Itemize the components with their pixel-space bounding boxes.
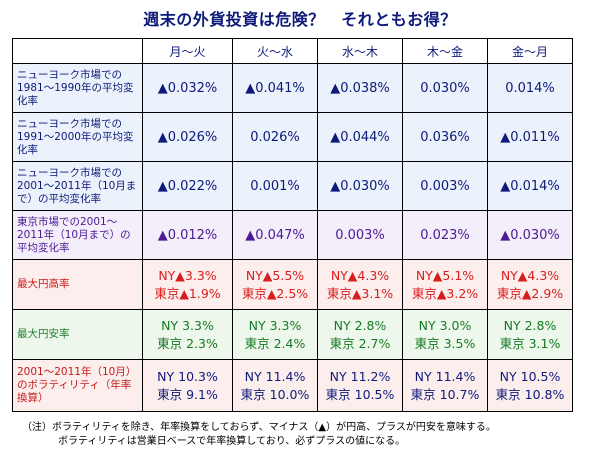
value-cell: NY 2.8% 東京 3.1% <box>487 309 573 360</box>
value-cell: 0.036% <box>402 112 488 162</box>
table-row: 最大円安率 NY 3.3% 東京 2.3% NY 3.3% 東京 2.4% NY 2… <box>12 309 573 360</box>
value-cell: NY▲4.3% 東京▲2.9% <box>487 259 573 310</box>
value-cell: ▲0.032% <box>142 63 233 113</box>
tokyo-value: 東京 3.5% <box>414 335 476 351</box>
ny-value: NY 11.2% <box>329 368 391 384</box>
value-cell: NY 11.4% 東京 10.7% <box>402 359 488 412</box>
tokyo-value: 東京▲3.2% <box>411 285 479 301</box>
value-cell: NY 2.8% 東京 2.7% <box>317 309 403 360</box>
table-row: 東京市場での2001～2011年（10月まで）の平均変化率 ▲0.012% ▲0… <box>12 210 573 260</box>
table-row: 2001～2011年（10月）のボラティリティ（年率換算） NY 10.3% 東京… <box>12 359 573 412</box>
row-label: ニューヨーク市場での1981～1990年の平均変化率 <box>12 63 143 113</box>
tokyo-value: 東京 10.5% <box>325 386 395 402</box>
value-cell: ▲0.022% <box>142 161 233 211</box>
tokyo-value: 東京 10.7% <box>410 386 480 402</box>
ny-value: NY 3.3% <box>248 317 302 333</box>
value-cell: NY 3.3% 東京 2.3% <box>142 309 233 360</box>
page-title: 週末の外貨投資は危険？ それともお得？ <box>143 10 457 29</box>
value-cell: NY▲4.3% 東京▲3.1% <box>317 259 403 310</box>
footnote-2: ボラティリティは営業日ベースで年率換算しており、必ずプラスの値になる。 <box>58 436 406 447</box>
tokyo-value: 東京▲1.9% <box>154 285 221 301</box>
tokyo-value: 東京▲2.9% <box>496 285 564 301</box>
ny-value: NY 11.4% <box>414 368 476 384</box>
value-cell: ▲0.044% <box>317 112 403 162</box>
header-cell-corner <box>12 38 143 64</box>
value-cell: ▲0.026% <box>142 112 233 162</box>
row-label: ニューヨーク市場での2001～2011年（10月まで）の平均変化率 <box>12 161 143 211</box>
tokyo-value: 東京 10.0% <box>240 386 310 402</box>
table-row: ニューヨーク市場での1991～2000年の平均変化率 ▲0.026% 0.026… <box>12 112 573 162</box>
ny-value: NY▲4.3% <box>330 267 390 283</box>
table-header-row: 月～火 火～水 水～木 木～金 金～月 <box>12 38 573 64</box>
ny-value: NY 11.4% <box>244 368 306 384</box>
table-row: ニューヨーク市場での1981～1990年の平均変化率 ▲0.032% ▲0.04… <box>12 63 573 113</box>
header-cell-wed-thu: 水～木 <box>317 38 403 64</box>
value-cell: ▲0.038% <box>317 63 403 113</box>
footnote-1: （注）ボラティリティを除き、年率換算をしておらず、マイナス（▲）が円高、プラスが… <box>22 422 496 433</box>
ny-value: NY▲4.3% <box>500 267 560 283</box>
value-cell: NY▲3.3% 東京▲1.9% <box>142 259 233 310</box>
ny-value: NY▲3.3% <box>158 267 217 283</box>
ny-value: NY 2.8% <box>503 317 557 333</box>
row-label: ニューヨーク市場での1991～2000年の平均変化率 <box>12 112 143 162</box>
header-cell-fri-mon: 金～月 <box>487 38 573 64</box>
value-cell: ▲0.014% <box>487 161 573 211</box>
tokyo-value: 東京 2.7% <box>329 335 391 351</box>
value-cell: NY 10.3% 東京 9.1% <box>142 359 233 412</box>
value-cell: 0.023% <box>402 210 488 260</box>
ny-value: NY 3.3% <box>161 317 214 333</box>
value-cell: NY 3.0% 東京 3.5% <box>402 309 488 360</box>
value-cell: 0.003% <box>402 161 488 211</box>
ny-value: NY 2.8% <box>333 317 387 333</box>
tokyo-value: 東京 10.8% <box>495 386 565 402</box>
row-label: 最大円高率 <box>12 259 143 310</box>
header-cell-tue-wed: 火～水 <box>232 38 318 64</box>
ny-value: NY 10.5% <box>499 368 561 384</box>
tokyo-value: 東京▲2.5% <box>241 285 309 301</box>
value-cell: ▲0.030% <box>317 161 403 211</box>
value-cell: 0.014% <box>487 63 573 113</box>
tokyo-value: 東京▲3.1% <box>326 285 394 301</box>
value-cell: ▲0.030% <box>487 210 573 260</box>
value-cell: ▲0.011% <box>487 112 573 162</box>
value-cell: 0.026% <box>232 112 318 162</box>
tokyo-value: 東京 2.4% <box>244 335 306 351</box>
ny-value: NY▲5.5% <box>245 267 305 283</box>
header-cell-mon-tue: 月～火 <box>142 38 233 64</box>
row-label: 2001～2011年（10月）のボラティリティ（年率換算） <box>12 359 143 412</box>
value-cell: NY▲5.1% 東京▲3.2% <box>402 259 488 310</box>
value-cell: 0.001% <box>232 161 318 211</box>
row-label: 最大円安率 <box>12 309 143 360</box>
value-cell: 0.030% <box>402 63 488 113</box>
value-cell: 0.003% <box>317 210 403 260</box>
value-cell: NY 11.4% 東京 10.0% <box>232 359 318 412</box>
ny-value: NY 3.0% <box>418 317 472 333</box>
value-cell: ▲0.012% <box>142 210 233 260</box>
value-cell: NY▲5.5% 東京▲2.5% <box>232 259 318 310</box>
ny-value: NY▲5.1% <box>415 267 475 283</box>
table-row: ニューヨーク市場での2001～2011年（10月まで）の平均変化率 ▲0.022… <box>12 161 573 211</box>
header-cell-thu-fri: 木～金 <box>402 38 488 64</box>
value-cell: NY 3.3% 東京 2.4% <box>232 309 318 360</box>
table-row: 最大円高率 NY▲3.3% 東京▲1.9% NY▲5.5% 東京▲2.5% NY▲4… <box>12 259 573 310</box>
value-cell: ▲0.041% <box>232 63 318 113</box>
tokyo-value: 東京 3.1% <box>499 335 561 351</box>
value-cell: NY 11.2% 東京 10.5% <box>317 359 403 412</box>
tokyo-value: 東京 2.3% <box>157 335 218 351</box>
row-label: 東京市場での2001～2011年（10月まで）の平均変化率 <box>12 210 143 260</box>
tokyo-value: 東京 9.1% <box>157 386 218 402</box>
value-cell: ▲0.047% <box>232 210 318 260</box>
value-cell: NY 10.5% 東京 10.8% <box>487 359 573 412</box>
data-table: 月～火 火～水 水～木 木～金 金～月 ニューヨーク市場での1981～1990年… <box>12 38 573 412</box>
ny-value: NY 10.3% <box>157 368 218 384</box>
